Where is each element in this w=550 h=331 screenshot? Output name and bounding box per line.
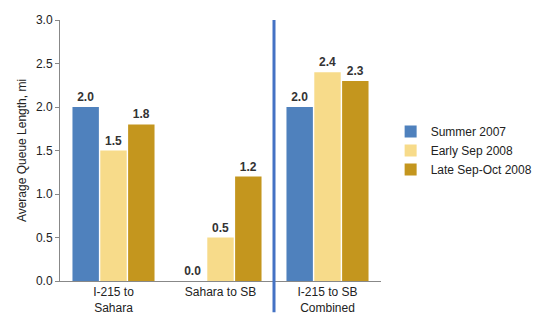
svg-text:2.0: 2.0 [77,90,94,104]
svg-text:3.0: 3.0 [36,13,53,27]
svg-text:0.0: 0.0 [184,264,201,278]
svg-text:0.5: 0.5 [212,221,229,235]
svg-text:1.2: 1.2 [240,160,257,174]
svg-text:Average Queue Length, mi: Average Queue Length, mi [15,79,29,222]
svg-text:2.5: 2.5 [36,57,53,71]
svg-text:1.8: 1.8 [133,107,150,121]
svg-text:Early Sep 2008: Early Sep 2008 [431,144,513,158]
svg-text:Late Sep-Oct 2008: Late Sep-Oct 2008 [431,163,532,177]
svg-text:2.3: 2.3 [347,64,364,78]
svg-text:1.0: 1.0 [36,187,53,201]
svg-text:1.5: 1.5 [36,144,53,158]
svg-text:I-215 to SBCombined: I-215 to SBCombined [297,285,357,315]
svg-text:Sahara to SB: Sahara to SB [185,285,256,299]
svg-text:2.0: 2.0 [291,90,308,104]
svg-text:Summer 2007: Summer 2007 [431,125,507,139]
svg-text:0.5: 0.5 [36,231,53,245]
svg-text:0.0: 0.0 [36,274,53,288]
svg-text:1.5: 1.5 [105,134,122,148]
svg-text:I-215 toSahara: I-215 toSahara [93,285,134,315]
svg-text:2.0: 2.0 [36,100,53,114]
svg-text:2.4: 2.4 [319,55,336,69]
